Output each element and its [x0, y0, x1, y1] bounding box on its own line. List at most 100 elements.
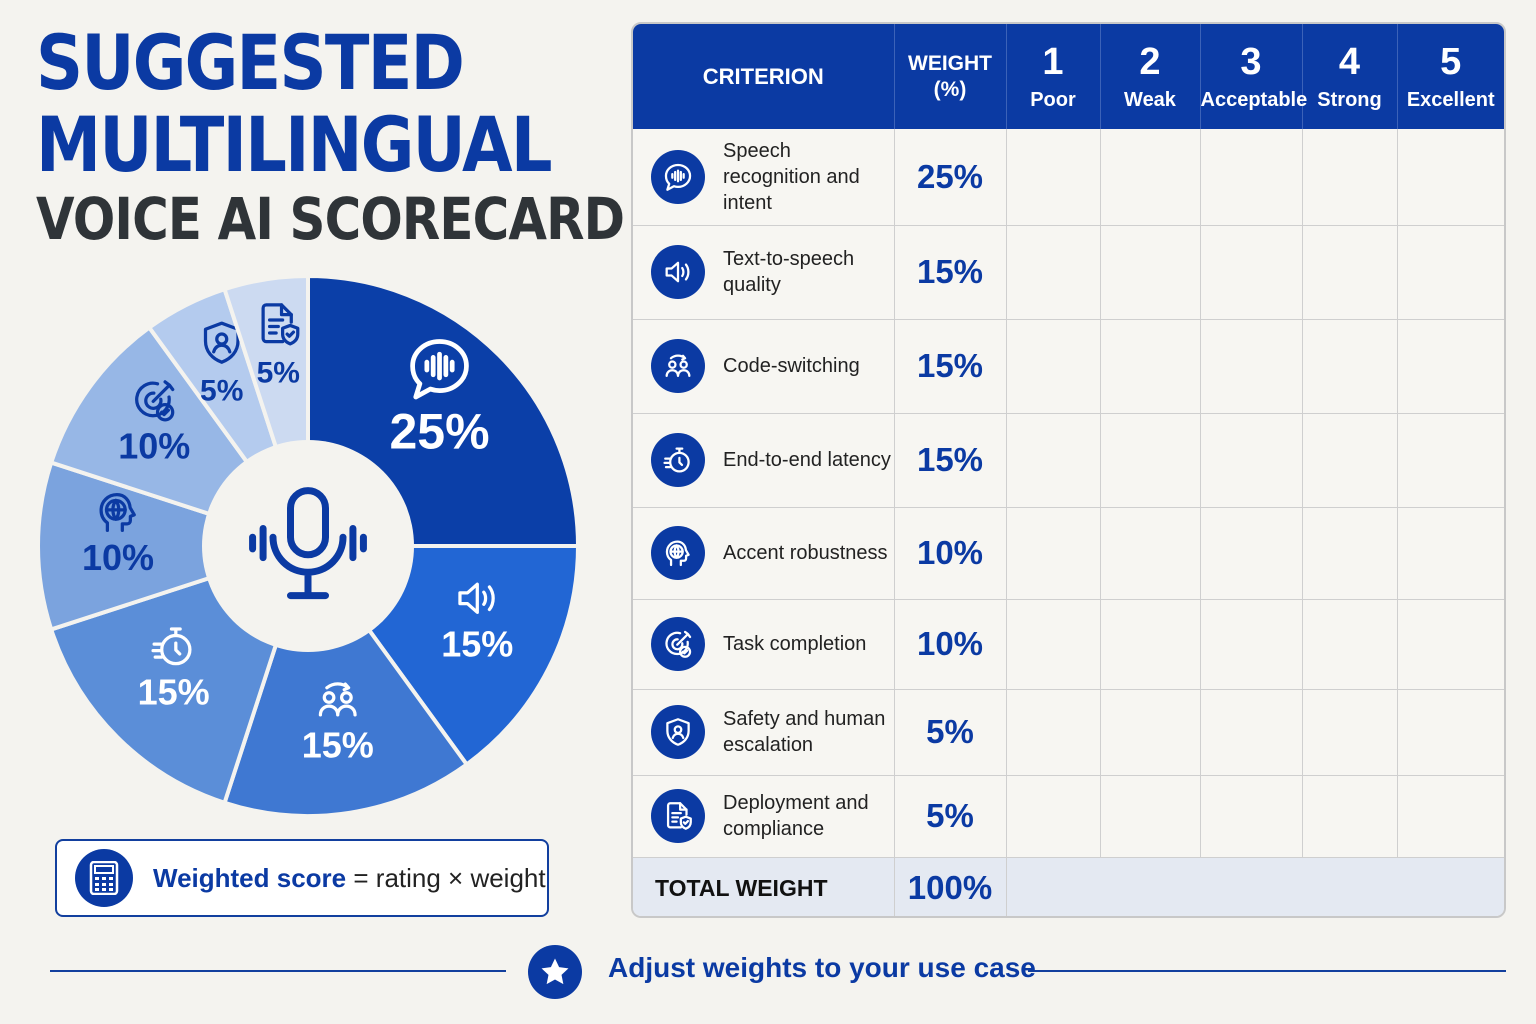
weight-cell: 5% [894, 775, 1007, 858]
weight-cell: 10% [894, 507, 1007, 600]
weights-pie-chart: 25% 15% 15% 15% 10% 10% 5% 5% [36, 273, 581, 818]
rating-cell-5[interactable] [1397, 507, 1504, 600]
rating-cell-2[interactable] [1100, 319, 1201, 414]
rating-cell-5[interactable] [1397, 319, 1504, 414]
rating-cell-4[interactable] [1302, 225, 1398, 320]
rating-cell-3[interactable] [1200, 225, 1303, 320]
rating-cell-2[interactable] [1100, 129, 1201, 226]
rating-cell-2[interactable] [1100, 775, 1201, 858]
rating-number: 3 [1240, 41, 1262, 83]
rating-cell-4[interactable] [1302, 689, 1398, 776]
speech-bubble-waveform-icon [410, 339, 469, 400]
criterion-label: Deployment and compliance [723, 792, 869, 840]
criterion-cell: Deployment and compliance [633, 775, 895, 858]
rating-cell-1[interactable] [1006, 413, 1101, 508]
rating-cell-2[interactable] [1100, 225, 1201, 320]
rating-cell-3[interactable] [1200, 775, 1303, 858]
header-criterion: CRITERION [633, 24, 895, 129]
rating-cell-3[interactable] [1200, 507, 1303, 600]
formula-text: Weighted score = rating × weight [153, 863, 546, 894]
rating-number: 1 [1042, 41, 1064, 83]
rating-label: Acceptable [1200, 89, 1308, 111]
rating-cell-5[interactable] [1397, 129, 1504, 226]
rating-cell-5[interactable] [1397, 413, 1504, 508]
total-label: TOTAL WEIGHT [633, 857, 895, 916]
stopwatch-icon [651, 433, 705, 487]
rating-label: Strong [1317, 89, 1382, 111]
rating-cell-5[interactable] [1397, 225, 1504, 320]
rating-cell-1[interactable] [1006, 225, 1101, 320]
table-row: Accent robustness 10% [633, 507, 1504, 600]
header-weight-line1: WEIGHT [908, 51, 992, 75]
criterion-label: Safety and human escalation [723, 708, 886, 756]
calculator-icon [75, 849, 133, 907]
rating-label: Excellent [1406, 89, 1495, 111]
table-row: Task completion 10% [633, 599, 1504, 690]
pie-slice-label: 5% [200, 375, 243, 408]
table-row: Speech recognition and intent 25% [633, 129, 1504, 226]
globe-head-icon [99, 493, 136, 533]
table-row: Code-switching 15% [633, 319, 1504, 414]
rating-cell-4[interactable] [1302, 507, 1398, 600]
rating-cell-5[interactable] [1397, 775, 1504, 858]
rating-cell-1[interactable] [1006, 129, 1101, 226]
footer-divider-right [1028, 970, 1506, 972]
rating-cell-4[interactable] [1302, 413, 1398, 508]
rating-cell-1[interactable] [1006, 775, 1101, 858]
speaker-icon [651, 245, 705, 299]
total-weight: 100% [894, 857, 1007, 916]
table-row: End-to-end latency 15% [633, 413, 1504, 508]
rating-cell-1[interactable] [1006, 689, 1101, 776]
pie-slice-label: 10% [118, 425, 190, 466]
pie-slice [222, 541, 470, 818]
microphone-icon [249, 487, 367, 600]
criterion-label: Task completion [723, 633, 867, 655]
rating-cell-3[interactable] [1200, 689, 1303, 776]
footer-divider-left [50, 970, 506, 972]
header-rating-1: 1 Poor [1006, 24, 1101, 129]
criterion-cell: Task completion [633, 599, 895, 690]
pie-slice-label: 10% [82, 537, 154, 578]
title-line-3: VOICE AI SCORECARD [36, 185, 625, 253]
total-blank [1006, 857, 1504, 916]
criterion-label: Code-switching [723, 355, 860, 377]
rating-cell-4[interactable] [1302, 319, 1398, 414]
table-row: Deployment and compliance 5% [633, 775, 1504, 858]
rating-label: Poor [1030, 89, 1076, 111]
pie-slice [36, 460, 315, 632]
rating-cell-3[interactable] [1200, 129, 1303, 226]
header-row: CRITERION WEIGHT (%) 1 Poor 2 Weak 3 Accept… [633, 24, 1504, 129]
rating-cell-5[interactable] [1397, 599, 1504, 690]
rating-number: 2 [1139, 41, 1161, 83]
header-rating-5: 5 Excellent [1397, 24, 1504, 129]
rating-cell-2[interactable] [1100, 507, 1201, 600]
formula-box: Weighted score = rating × weight [55, 839, 549, 917]
rating-cell-2[interactable] [1100, 599, 1201, 690]
weight-cell: 10% [894, 599, 1007, 690]
rating-cell-5[interactable] [1397, 689, 1504, 776]
rating-cell-3[interactable] [1200, 413, 1303, 508]
document-shield-icon [261, 303, 300, 346]
rating-cell-2[interactable] [1100, 413, 1201, 508]
rating-cell-2[interactable] [1100, 689, 1201, 776]
rating-cell-1[interactable] [1006, 599, 1101, 690]
rating-cell-4[interactable] [1302, 599, 1398, 690]
pie-slice-label: 5% [257, 356, 300, 389]
document-shield-icon [651, 789, 705, 843]
rating-number: 4 [1338, 41, 1361, 83]
rating-cell-4[interactable] [1302, 129, 1398, 226]
shield-person-icon [651, 705, 705, 759]
rating-cell-1[interactable] [1006, 319, 1101, 414]
rating-cell-3[interactable] [1200, 319, 1303, 414]
rating-cell-3[interactable] [1200, 599, 1303, 690]
pie-slice-label: 15% [138, 671, 210, 712]
speech-bubble-waveform-icon [651, 149, 705, 204]
speaker-icon [458, 582, 495, 614]
pie-slice-label: 25% [389, 403, 489, 459]
weight-cell: 15% [894, 225, 1007, 320]
criterion-cell: Accent robustness [633, 507, 895, 600]
criterion-cell: Speech recognition and intent [633, 129, 895, 226]
rating-cell-1[interactable] [1006, 507, 1101, 600]
formula-lhs: Weighted score [153, 862, 347, 893]
rating-cell-4[interactable] [1302, 775, 1398, 858]
